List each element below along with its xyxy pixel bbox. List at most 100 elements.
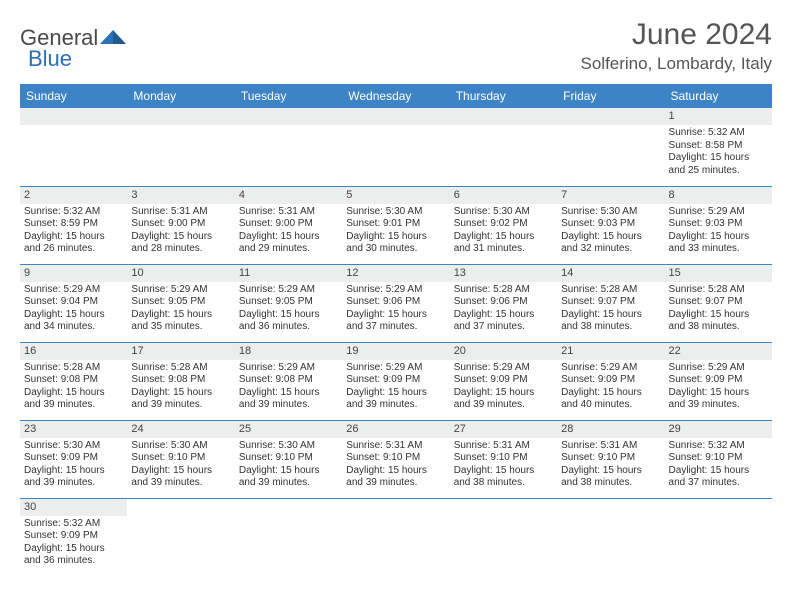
calendar-empty <box>127 498 234 576</box>
calendar-day: 7Sunrise: 5:30 AMSunset: 9:03 PMDaylight… <box>557 186 664 264</box>
daylight-line: Daylight: 15 hours and 39 minutes. <box>669 387 768 412</box>
day-number: 27 <box>450 421 557 438</box>
sunset-value: 9:10 PM <box>383 452 420 463</box>
sunset-value: 9:09 PM <box>490 374 527 385</box>
day-number: 25 <box>235 421 342 438</box>
sunrise-label: Sunrise: <box>24 284 61 295</box>
empty-daynum-bar <box>235 108 342 125</box>
sunset-line: Sunset: 9:08 PM <box>24 374 123 387</box>
weekday-header: Tuesday <box>235 84 342 108</box>
day-details: Sunrise: 5:29 AMSunset: 9:09 PMDaylight:… <box>450 360 557 416</box>
daylight-label: Daylight: <box>346 387 385 398</box>
sunrise-value: 5:30 AM <box>63 440 100 451</box>
calendar-empty <box>235 498 342 576</box>
daylight-line: Daylight: 15 hours and 39 minutes. <box>131 387 230 412</box>
sunset-value: 9:06 PM <box>383 296 420 307</box>
sunrise-value: 5:28 AM <box>601 284 638 295</box>
daylight-label: Daylight: <box>131 309 170 320</box>
sunset-line: Sunset: 9:07 PM <box>669 296 768 309</box>
calendar-day: 10Sunrise: 5:29 AMSunset: 9:05 PMDayligh… <box>127 264 234 342</box>
day-details: Sunrise: 5:32 AMSunset: 8:59 PMDaylight:… <box>20 204 127 260</box>
calendar-table: SundayMondayTuesdayWednesdayThursdayFrid… <box>20 84 772 576</box>
sunrise-line: Sunrise: 5:29 AM <box>346 284 445 297</box>
sunrise-line: Sunrise: 5:31 AM <box>346 440 445 453</box>
sunrise-line: Sunrise: 5:31 AM <box>131 206 230 219</box>
calendar-row: 9Sunrise: 5:29 AMSunset: 9:04 PMDaylight… <box>20 264 772 342</box>
daylight-line: Daylight: 15 hours and 39 minutes. <box>346 465 445 490</box>
sunset-label: Sunset: <box>669 452 703 463</box>
sunset-line: Sunset: 9:05 PM <box>239 296 338 309</box>
day-number: 21 <box>557 343 664 360</box>
day-details: Sunrise: 5:29 AMSunset: 9:05 PMDaylight:… <box>127 282 234 338</box>
empty-daynum-bar <box>20 108 127 125</box>
calendar-day: 15Sunrise: 5:28 AMSunset: 9:07 PMDayligh… <box>665 264 772 342</box>
sunset-line: Sunset: 9:07 PM <box>561 296 660 309</box>
sunrise-label: Sunrise: <box>239 362 276 373</box>
day-details: Sunrise: 5:32 AMSunset: 8:58 PMDaylight:… <box>665 125 772 181</box>
sunrise-value: 5:29 AM <box>171 284 208 295</box>
daylight-line: Daylight: 15 hours and 37 minutes. <box>346 309 445 334</box>
daylight-line: Daylight: 15 hours and 39 minutes. <box>24 387 123 412</box>
day-number: 13 <box>450 265 557 282</box>
calendar-empty <box>557 108 664 186</box>
calendar-day: 6Sunrise: 5:30 AMSunset: 9:02 PMDaylight… <box>450 186 557 264</box>
daylight-label: Daylight: <box>454 231 493 242</box>
daylight-label: Daylight: <box>561 465 600 476</box>
day-details: Sunrise: 5:30 AMSunset: 9:10 PMDaylight:… <box>127 438 234 494</box>
calendar-day: 21Sunrise: 5:29 AMSunset: 9:09 PMDayligh… <box>557 342 664 420</box>
daylight-label: Daylight: <box>454 309 493 320</box>
calendar-empty <box>20 108 127 186</box>
calendar-body: 1Sunrise: 5:32 AMSunset: 8:58 PMDaylight… <box>20 108 772 576</box>
sunrise-line: Sunrise: 5:31 AM <box>239 206 338 219</box>
daylight-label: Daylight: <box>454 465 493 476</box>
daylight-label: Daylight: <box>131 387 170 398</box>
day-number: 24 <box>127 421 234 438</box>
daylight-label: Daylight: <box>669 465 708 476</box>
sunset-value: 9:09 PM <box>61 530 98 541</box>
daylight-label: Daylight: <box>239 387 278 398</box>
sunrise-label: Sunrise: <box>669 440 706 451</box>
sunset-line: Sunset: 9:08 PM <box>239 374 338 387</box>
sunset-line: Sunset: 9:00 PM <box>239 218 338 231</box>
daylight-line: Daylight: 15 hours and 36 minutes. <box>239 309 338 334</box>
day-details: Sunrise: 5:28 AMSunset: 9:08 PMDaylight:… <box>20 360 127 416</box>
sunrise-label: Sunrise: <box>561 362 598 373</box>
sunrise-value: 5:29 AM <box>63 284 100 295</box>
daylight-line: Daylight: 15 hours and 39 minutes. <box>24 465 123 490</box>
sunrise-value: 5:29 AM <box>386 284 423 295</box>
calendar-day: 26Sunrise: 5:31 AMSunset: 9:10 PMDayligh… <box>342 420 449 498</box>
sunset-label: Sunset: <box>669 374 703 385</box>
sunset-line: Sunset: 9:09 PM <box>454 374 553 387</box>
daylight-line: Daylight: 15 hours and 26 minutes. <box>24 231 123 256</box>
sunset-label: Sunset: <box>346 374 380 385</box>
daylight-line: Daylight: 15 hours and 39 minutes. <box>131 465 230 490</box>
sunrise-label: Sunrise: <box>131 284 168 295</box>
sunrise-line: Sunrise: 5:30 AM <box>24 440 123 453</box>
sunset-line: Sunset: 9:04 PM <box>24 296 123 309</box>
sunset-value: 9:10 PM <box>276 452 313 463</box>
sunset-value: 9:07 PM <box>705 296 742 307</box>
sunset-line: Sunset: 8:59 PM <box>24 218 123 231</box>
sunrise-line: Sunrise: 5:30 AM <box>346 206 445 219</box>
sunset-value: 9:00 PM <box>276 218 313 229</box>
sunset-line: Sunset: 9:10 PM <box>561 452 660 465</box>
day-details: Sunrise: 5:31 AMSunset: 9:10 PMDaylight:… <box>557 438 664 494</box>
day-number: 17 <box>127 343 234 360</box>
calendar-day: 22Sunrise: 5:29 AMSunset: 9:09 PMDayligh… <box>665 342 772 420</box>
sunset-line: Sunset: 9:06 PM <box>346 296 445 309</box>
sunset-line: Sunset: 9:06 PM <box>454 296 553 309</box>
empty-daynum-bar <box>342 108 449 125</box>
weekday-header: Thursday <box>450 84 557 108</box>
daylight-label: Daylight: <box>24 231 63 242</box>
sunset-label: Sunset: <box>669 218 703 229</box>
weekday-header: Wednesday <box>342 84 449 108</box>
sunset-value: 9:09 PM <box>598 374 635 385</box>
daylight-line: Daylight: 15 hours and 29 minutes. <box>239 231 338 256</box>
day-number: 14 <box>557 265 664 282</box>
daylight-label: Daylight: <box>669 231 708 242</box>
sunset-line: Sunset: 9:02 PM <box>454 218 553 231</box>
sunset-value: 9:10 PM <box>168 452 205 463</box>
sunrise-value: 5:32 AM <box>708 127 745 138</box>
day-details: Sunrise: 5:32 AMSunset: 9:09 PMDaylight:… <box>20 516 127 572</box>
sunrise-label: Sunrise: <box>24 440 61 451</box>
